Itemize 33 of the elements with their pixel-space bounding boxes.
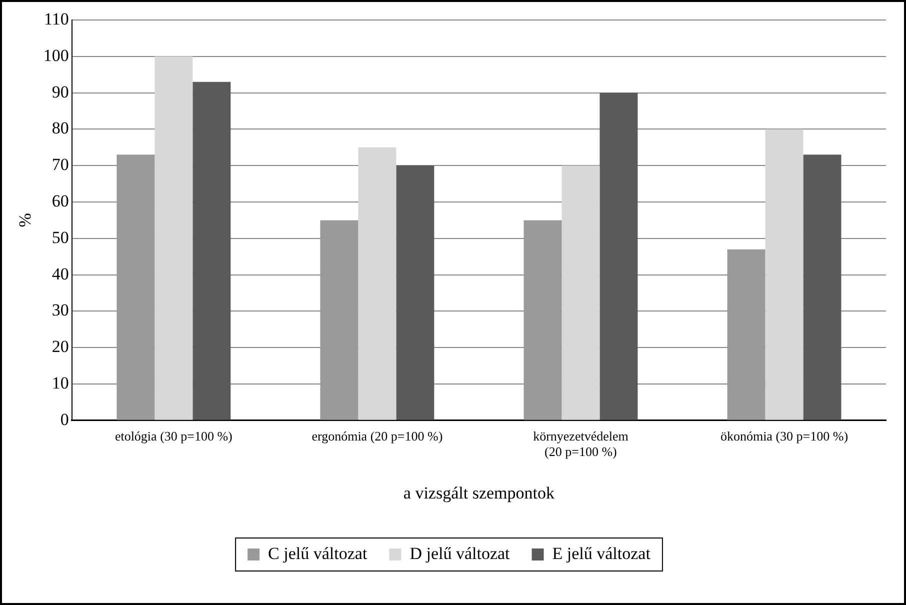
y-tick-label: 60 xyxy=(52,191,69,210)
y-tick-label: 100 xyxy=(43,46,69,65)
x-tick-label: környezetvédelem (20 p=100 %) xyxy=(533,428,628,460)
y-tick-label: 10 xyxy=(52,373,69,392)
bar xyxy=(154,56,193,420)
y-tick-label: 20 xyxy=(52,337,69,356)
x-tick-label: ökonómia (30 p=100 %) xyxy=(720,428,848,444)
y-tick-label: 40 xyxy=(52,264,69,284)
x-tick-label: ergonómia (20 p=100 %) xyxy=(312,428,443,444)
y-tick-label: 90 xyxy=(52,82,69,102)
bar xyxy=(803,154,842,420)
legend-label: E jelű változat xyxy=(552,544,651,563)
y-tick-label: 30 xyxy=(52,300,69,320)
legend-label: D jelű változat xyxy=(410,544,510,563)
bar xyxy=(396,166,434,420)
bar xyxy=(727,249,766,420)
y-tick-label: 70 xyxy=(52,155,69,174)
bar xyxy=(524,220,562,420)
bar xyxy=(320,220,358,420)
y-tick-label: 0 xyxy=(60,410,69,429)
y-axis-title: % xyxy=(16,213,35,228)
bar xyxy=(358,147,396,420)
legend-label: C jelű változat xyxy=(268,544,368,563)
bar xyxy=(116,154,155,420)
bar xyxy=(192,82,231,420)
y-tick-label: 50 xyxy=(52,228,69,247)
bar xyxy=(562,166,600,420)
x-axis-title: a vizsgált szempontok xyxy=(403,483,555,502)
y-tick-label: 110 xyxy=(44,9,69,28)
bar xyxy=(765,129,804,420)
y-tick-label: 80 xyxy=(52,118,69,138)
x-tick-label: etológia (30 p=100 %) xyxy=(114,428,232,444)
bar xyxy=(600,92,638,420)
